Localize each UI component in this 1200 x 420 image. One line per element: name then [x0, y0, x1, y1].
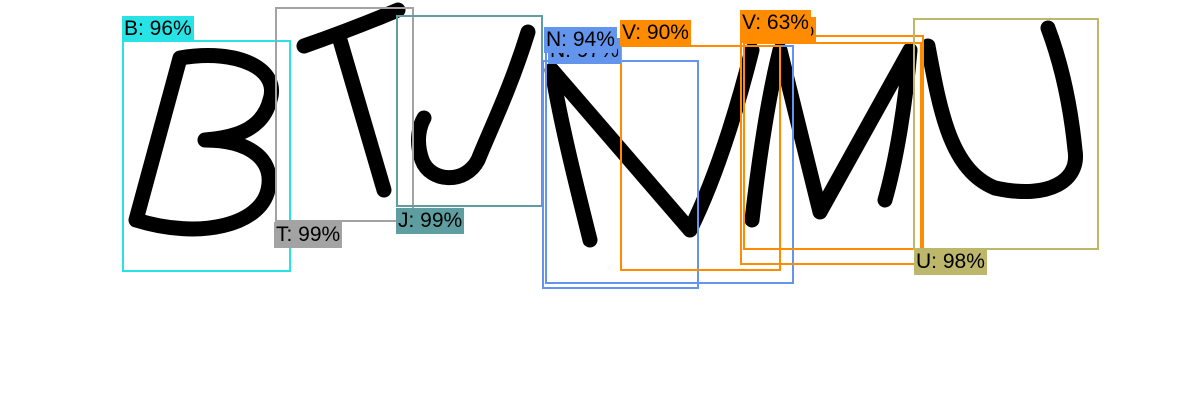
bbox-v: [620, 45, 781, 271]
bbox-m-hidden: [740, 35, 924, 265]
glyph-b: [128, 48, 279, 237]
label-v: V: 90%: [620, 20, 691, 46]
glyph-t: [296, 2, 406, 198]
bbox-b: [122, 40, 291, 272]
bbox-t: [275, 7, 414, 222]
glyph-j: [411, 24, 536, 186]
label-n: N: 94%: [544, 27, 617, 53]
bbox-v2: [743, 42, 922, 250]
label-b: B: 96%: [122, 16, 194, 42]
label-t: T: 99%: [274, 222, 343, 248]
label-v2: V: 63%: [740, 10, 811, 36]
glyph-u: [920, 20, 1084, 199]
label-u: U: 98%: [914, 249, 987, 275]
glyph-m: [744, 42, 918, 228]
label-j: J: 99%: [396, 208, 465, 234]
bbox-j: [396, 15, 543, 207]
bbox-u: [913, 18, 1099, 250]
